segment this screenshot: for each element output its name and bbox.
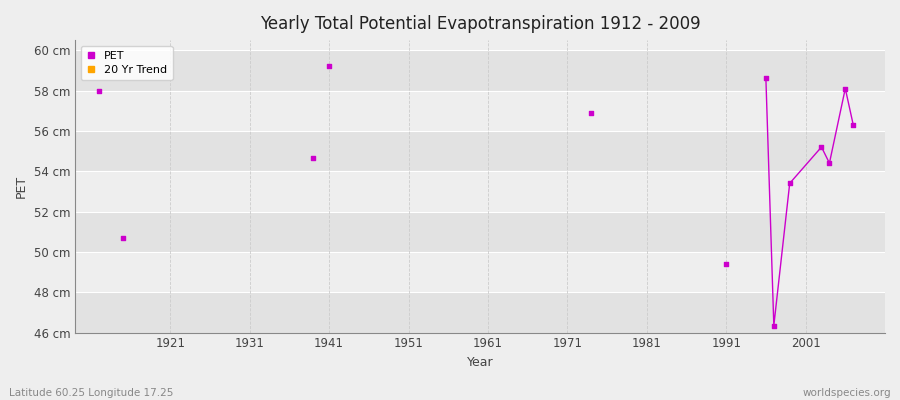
Bar <box>75 131 885 171</box>
Bar <box>75 292 885 332</box>
Point <box>306 155 320 161</box>
Y-axis label: PET: PET <box>15 175 28 198</box>
Bar <box>75 90 885 131</box>
Bar <box>75 252 885 292</box>
Point <box>115 234 130 241</box>
Point <box>322 63 337 70</box>
Point <box>92 87 106 94</box>
Text: worldspecies.org: worldspecies.org <box>803 388 891 398</box>
Point <box>823 160 837 166</box>
Point <box>814 144 829 150</box>
Point <box>584 110 598 116</box>
Point <box>767 322 781 329</box>
Point <box>838 85 852 92</box>
Point <box>782 180 796 186</box>
Bar <box>75 50 885 90</box>
Point <box>759 75 773 82</box>
Point <box>719 261 733 267</box>
X-axis label: Year: Year <box>467 356 493 369</box>
Text: Latitude 60.25 Longitude 17.25: Latitude 60.25 Longitude 17.25 <box>9 388 174 398</box>
Legend: PET, 20 Yr Trend: PET, 20 Yr Trend <box>81 46 173 80</box>
Point <box>846 122 860 128</box>
Bar <box>75 212 885 252</box>
Title: Yearly Total Potential Evapotranspiration 1912 - 2009: Yearly Total Potential Evapotranspiratio… <box>260 15 700 33</box>
Bar <box>75 171 885 212</box>
